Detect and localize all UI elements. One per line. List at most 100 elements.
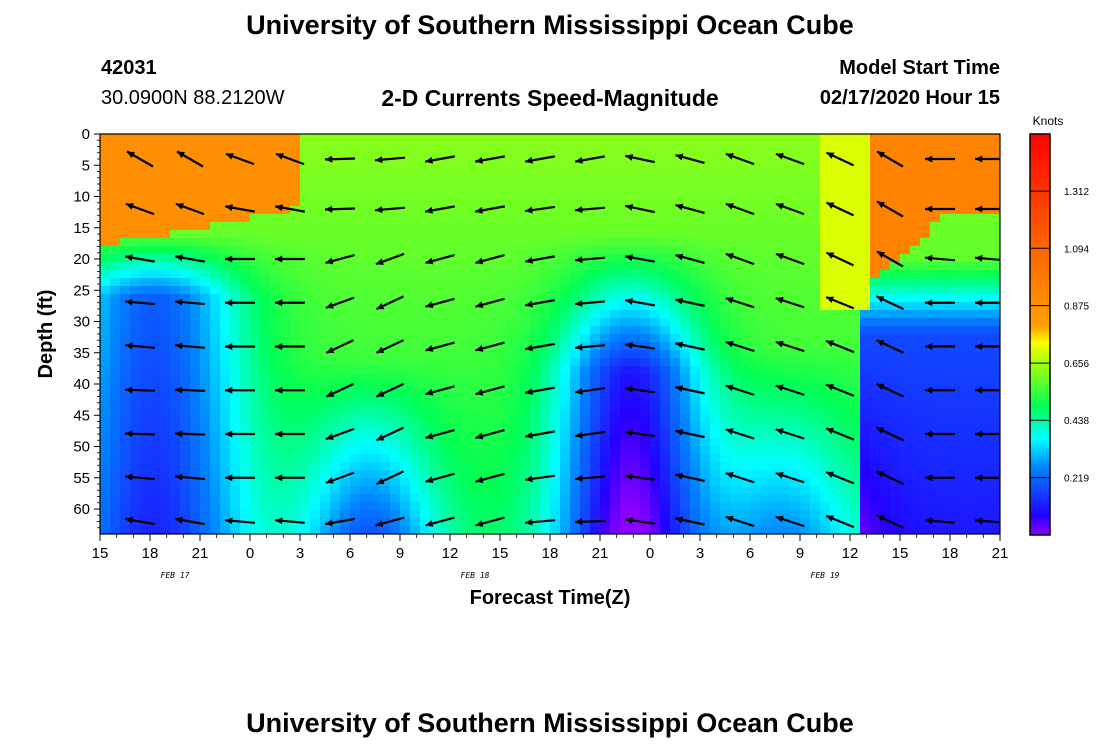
current-arrow bbox=[524, 474, 556, 483]
current-arrow bbox=[825, 427, 855, 441]
current-arrow bbox=[425, 254, 455, 265]
current-arrow bbox=[425, 297, 455, 309]
current-arrow bbox=[275, 152, 305, 166]
current-arrow bbox=[475, 205, 505, 214]
current-arrow bbox=[175, 202, 205, 216]
current-arrow bbox=[174, 473, 206, 481]
current-arrow bbox=[325, 427, 355, 441]
current-arrow bbox=[625, 153, 655, 164]
x-tick-label: 3 bbox=[696, 545, 704, 562]
current-arrow bbox=[525, 430, 555, 439]
current-arrow bbox=[425, 155, 455, 164]
current-arrow bbox=[124, 430, 156, 438]
current-arrow bbox=[574, 299, 606, 307]
current-arrow bbox=[375, 382, 405, 398]
current-arrow bbox=[574, 256, 606, 264]
current-arrow bbox=[975, 386, 1000, 394]
current-arrow bbox=[775, 152, 805, 166]
current-arrow bbox=[875, 295, 905, 311]
current-arrow bbox=[225, 430, 255, 438]
current-arrow bbox=[825, 471, 855, 485]
current-arrow bbox=[124, 298, 156, 306]
x-tick-label: 18 bbox=[942, 545, 959, 562]
current-arrow bbox=[624, 429, 656, 438]
bottom-title: University of Southern Mississippi Ocean… bbox=[246, 708, 854, 738]
y-tick-label: 10 bbox=[73, 189, 90, 206]
current-arrow bbox=[1075, 341, 1100, 349]
current-arrow bbox=[375, 470, 405, 486]
current-arrow bbox=[524, 205, 556, 214]
current-arrow bbox=[275, 299, 305, 307]
x-tick-label: 15 bbox=[492, 545, 509, 562]
current-arrow bbox=[126, 150, 154, 168]
y-tick-label: 40 bbox=[73, 376, 90, 393]
y-tick-label: 45 bbox=[73, 407, 90, 424]
current-arrow bbox=[225, 255, 255, 263]
current-arrow bbox=[425, 516, 455, 527]
x-tick-label: 21 bbox=[592, 545, 609, 562]
x-tick-label: 12 bbox=[842, 545, 859, 562]
current-arrow bbox=[574, 430, 606, 439]
current-arrow bbox=[574, 474, 606, 482]
current-arrow bbox=[725, 152, 755, 166]
model-start-label: Model Start Time bbox=[839, 57, 1000, 79]
y-tick-label: 35 bbox=[73, 345, 90, 362]
current-arrow bbox=[324, 205, 356, 213]
current-arrow bbox=[574, 206, 606, 214]
x-tick-label: 15 bbox=[92, 545, 109, 562]
x-tick-label: 18 bbox=[542, 545, 559, 562]
current-arrow bbox=[374, 206, 406, 214]
current-arrow bbox=[475, 341, 505, 352]
current-arrow bbox=[1076, 428, 1100, 441]
top-title: University of Southern Mississippi Ocean… bbox=[246, 10, 854, 40]
current-arrow bbox=[575, 155, 605, 164]
current-arrow bbox=[325, 382, 355, 398]
colorbar-title: Knots bbox=[1033, 114, 1064, 128]
current-arrow bbox=[624, 516, 656, 525]
current-arrow bbox=[925, 474, 955, 482]
current-arrow bbox=[224, 517, 256, 525]
current-arrow bbox=[624, 341, 656, 350]
y-tick-label: 50 bbox=[73, 439, 90, 456]
current-arrow bbox=[1075, 204, 1100, 212]
current-arrow bbox=[475, 429, 505, 440]
current-arrow bbox=[574, 343, 606, 351]
y-tick-label: 55 bbox=[73, 470, 90, 487]
current-arrow bbox=[275, 255, 305, 263]
current-vectors bbox=[124, 150, 1100, 529]
current-arrow bbox=[174, 386, 206, 394]
current-arrow bbox=[525, 342, 555, 352]
x-tick-label: 9 bbox=[796, 545, 804, 562]
current-arrow bbox=[876, 150, 904, 168]
current-arrow bbox=[875, 382, 905, 398]
current-arrow bbox=[225, 204, 255, 213]
current-arrow bbox=[1076, 384, 1100, 396]
current-arrow bbox=[876, 250, 904, 268]
current-arrow bbox=[325, 339, 355, 354]
y-tick-label: 60 bbox=[73, 501, 90, 518]
x-tick-label: 0 bbox=[246, 545, 254, 562]
current-arrow bbox=[275, 204, 305, 213]
current-arrow bbox=[875, 426, 905, 442]
current-arrow bbox=[925, 155, 955, 163]
current-arrow bbox=[175, 254, 205, 263]
current-arrow bbox=[775, 252, 805, 266]
current-arrow bbox=[925, 343, 955, 350]
current-arrow bbox=[675, 153, 705, 164]
current-arrow bbox=[124, 386, 156, 394]
current-arrow bbox=[375, 339, 405, 354]
current-arrow bbox=[925, 299, 955, 307]
date-label: FEB 17 bbox=[161, 571, 190, 580]
current-arrow bbox=[374, 156, 406, 164]
current-arrow bbox=[174, 430, 206, 438]
current-arrow bbox=[624, 385, 656, 394]
x-tick-label: 6 bbox=[746, 545, 754, 562]
current-arrow bbox=[225, 152, 255, 166]
current-arrow bbox=[924, 254, 956, 262]
current-arrow bbox=[275, 343, 305, 350]
current-arrow bbox=[574, 387, 606, 395]
current-arrow bbox=[825, 383, 855, 397]
speed-field bbox=[100, 134, 1000, 534]
